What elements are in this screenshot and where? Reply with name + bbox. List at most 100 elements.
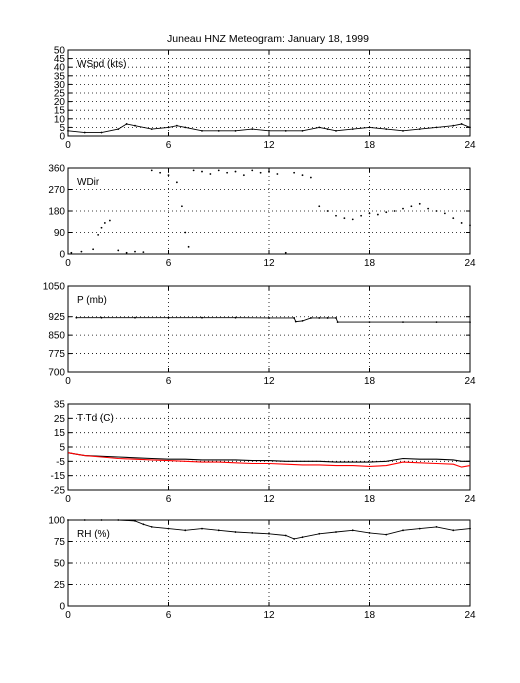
figure-title: Juneau HNZ Meteogram: January 18, 1999 [167,33,369,45]
data-point [167,316,170,319]
data-point [184,231,187,234]
y-tick-label: 90 [54,228,66,239]
data-point [402,321,404,324]
panel-4: 0 25 50 75 100 0 6 12 18 24 RH (%) [48,516,476,622]
x-tick-label: 0 [65,610,71,621]
data-point [268,532,270,535]
data-point [201,527,203,530]
data-point [217,129,220,132]
data-point [293,538,296,540]
data-point [452,217,455,220]
y-tick-label: 75 [54,537,66,548]
data-point [134,519,136,522]
data-point [134,316,136,319]
data-point [284,251,287,254]
data-point [259,171,262,174]
data-point [301,174,304,177]
y-tick-label: 15 [54,428,66,439]
data-point [402,129,404,132]
data-point [234,170,237,173]
data-point [268,170,270,173]
data-point [175,124,178,127]
data-point [268,317,270,319]
data-point [134,250,136,253]
y-tick-label: 850 [48,331,65,342]
data-point [234,129,237,132]
data-point [351,128,354,131]
data-point [276,173,279,175]
data-point [402,529,404,532]
data-point [67,519,69,521]
data-point [167,126,170,129]
x-tick-label: 24 [464,376,476,387]
x-tick-label: 18 [364,258,376,269]
panel-label: WDir [77,177,100,188]
data-point [150,525,153,528]
x-tick-label: 18 [364,610,376,621]
data-point [234,531,237,533]
x-tick-label: 24 [464,610,476,621]
x-tick-label: 12 [263,258,275,269]
data-point [67,129,69,132]
y-tick-label: 5 [59,443,65,454]
data-point [351,218,354,221]
y-tick-label: 35 [54,71,66,82]
data-point [184,126,187,129]
data-point [318,532,321,535]
panel-label: T Td (C) [77,413,114,424]
x-tick-label: 24 [464,258,476,269]
data-point [318,126,321,129]
data-point [117,128,120,131]
x-tick-label: 0 [65,140,71,151]
data-point [460,123,463,125]
data-point [284,534,287,537]
y-tick-label: 40 [54,63,66,74]
data-point [201,129,203,132]
data-point [217,529,220,532]
data-point [318,317,321,319]
panel-label: P (mb) [77,295,107,306]
data-point [368,212,371,215]
series-line [67,452,471,468]
y-tick-label: 20 [54,97,66,108]
x-tick-label: 12 [263,494,275,505]
data-point [469,126,471,129]
data-point [309,317,312,319]
y-tick-label: 5 [59,123,65,134]
data-point [167,527,170,530]
data-point [460,222,463,224]
panel-label: WSpd (kts) [77,59,126,70]
data-point [83,519,86,521]
data-point [326,317,329,319]
panel-label: RH (%) [77,529,110,540]
x-tick-label: 0 [65,258,71,269]
data-point [80,250,83,253]
data-point [108,219,111,222]
data-point [175,181,178,184]
data-point [181,205,183,208]
x-tick-label: 0 [65,376,71,387]
x-tick-label: 6 [166,376,172,387]
data-point [385,211,388,214]
data-point [469,527,471,530]
data-point [452,529,455,532]
data-point [150,128,153,131]
y-tick-label: 925 [48,312,65,323]
data-point [427,207,430,210]
data-point [435,126,438,129]
x-tick-label: 12 [263,610,275,621]
data-point [443,212,446,215]
data-point [410,205,413,208]
data-point [234,316,237,319]
data-point [418,527,421,530]
x-tick-label: 24 [464,494,476,505]
x-tick-label: 12 [263,140,275,151]
data-point [326,128,329,131]
x-tick-label: 18 [364,140,376,151]
y-tick-label: 180 [48,207,65,218]
data-point [117,519,120,521]
data-point [70,251,73,254]
data-point [251,532,254,534]
